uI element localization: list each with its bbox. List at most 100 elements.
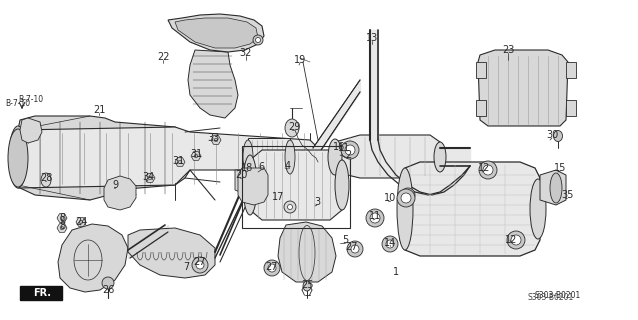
Bar (566, 100, 576, 116)
Ellipse shape (9, 126, 27, 188)
Polygon shape (57, 214, 67, 222)
Text: 6: 6 (258, 162, 264, 172)
Ellipse shape (148, 176, 152, 180)
Text: 5: 5 (342, 235, 348, 245)
Polygon shape (211, 136, 221, 144)
Polygon shape (20, 286, 62, 300)
Ellipse shape (288, 204, 292, 210)
Ellipse shape (303, 281, 311, 291)
Text: 1: 1 (393, 267, 399, 277)
Polygon shape (278, 222, 336, 282)
Text: 16: 16 (333, 142, 345, 152)
Ellipse shape (550, 173, 562, 203)
Text: 10: 10 (384, 193, 396, 203)
Text: 22: 22 (157, 52, 169, 62)
Text: 8: 8 (59, 213, 65, 223)
Ellipse shape (264, 260, 280, 276)
Ellipse shape (341, 141, 359, 159)
Text: 27: 27 (346, 242, 359, 252)
Ellipse shape (214, 138, 218, 142)
Ellipse shape (194, 154, 198, 158)
Text: B-7-10: B-7-10 (6, 99, 31, 108)
Ellipse shape (397, 189, 415, 207)
Ellipse shape (397, 168, 413, 250)
Polygon shape (58, 224, 128, 292)
Polygon shape (104, 176, 136, 210)
Ellipse shape (351, 245, 359, 253)
Polygon shape (20, 118, 42, 143)
Polygon shape (76, 218, 86, 226)
Ellipse shape (404, 191, 412, 198)
Polygon shape (400, 162, 540, 256)
Ellipse shape (370, 213, 380, 223)
Text: 12: 12 (505, 235, 517, 245)
Text: 27: 27 (266, 262, 278, 272)
Ellipse shape (382, 236, 398, 252)
Ellipse shape (60, 226, 64, 230)
Text: 27: 27 (194, 257, 206, 267)
Text: 2: 2 (345, 150, 351, 160)
Polygon shape (175, 18, 258, 48)
Ellipse shape (243, 155, 257, 215)
Text: 9: 9 (112, 180, 118, 190)
Ellipse shape (401, 193, 411, 203)
Ellipse shape (192, 257, 208, 273)
Ellipse shape (335, 160, 349, 210)
Ellipse shape (196, 261, 204, 269)
Ellipse shape (386, 240, 394, 248)
Ellipse shape (479, 161, 497, 179)
Text: 24: 24 (75, 217, 87, 227)
Ellipse shape (511, 235, 521, 245)
Polygon shape (235, 170, 265, 196)
Ellipse shape (507, 231, 525, 249)
Text: B-7-10: B-7-10 (18, 95, 43, 105)
Ellipse shape (401, 188, 415, 202)
Text: 34: 34 (142, 172, 154, 182)
Text: S303-B0201: S303-B0201 (528, 292, 574, 301)
Polygon shape (18, 127, 315, 188)
Text: S303-B0201: S303-B0201 (535, 292, 581, 300)
Ellipse shape (102, 277, 114, 289)
Ellipse shape (79, 220, 83, 224)
Polygon shape (168, 14, 264, 52)
Polygon shape (478, 50, 568, 126)
Text: 21: 21 (93, 105, 105, 115)
Bar (248, 138, 290, 176)
Text: 32: 32 (240, 48, 252, 58)
Ellipse shape (8, 129, 28, 187)
Text: 14: 14 (384, 238, 396, 248)
Ellipse shape (41, 173, 51, 187)
Text: 33: 33 (207, 133, 219, 143)
Polygon shape (128, 228, 215, 278)
Ellipse shape (285, 140, 295, 174)
Text: 25: 25 (300, 280, 313, 290)
Text: 28: 28 (40, 173, 52, 183)
Ellipse shape (243, 140, 253, 174)
Text: FR.: FR. (33, 288, 51, 298)
Ellipse shape (255, 37, 260, 43)
Bar (476, 100, 486, 116)
Ellipse shape (328, 139, 342, 175)
Ellipse shape (530, 179, 546, 239)
Polygon shape (145, 174, 155, 182)
Text: 20: 20 (235, 170, 247, 180)
Text: 18: 18 (241, 163, 253, 173)
Polygon shape (14, 116, 190, 200)
Polygon shape (238, 168, 268, 205)
Ellipse shape (366, 209, 384, 227)
Text: 31: 31 (172, 156, 184, 166)
Polygon shape (57, 224, 67, 232)
Polygon shape (191, 152, 201, 160)
Text: 31: 31 (190, 149, 202, 159)
Text: 35: 35 (561, 190, 573, 200)
Ellipse shape (178, 160, 182, 164)
Text: 29: 29 (288, 122, 300, 132)
Bar (476, 62, 486, 78)
Text: 17: 17 (272, 192, 284, 202)
Text: 13: 13 (366, 33, 378, 43)
Text: 26: 26 (102, 285, 114, 295)
Text: 15: 15 (554, 163, 566, 173)
Polygon shape (250, 150, 342, 220)
Text: 12: 12 (478, 163, 490, 173)
Ellipse shape (345, 145, 355, 155)
